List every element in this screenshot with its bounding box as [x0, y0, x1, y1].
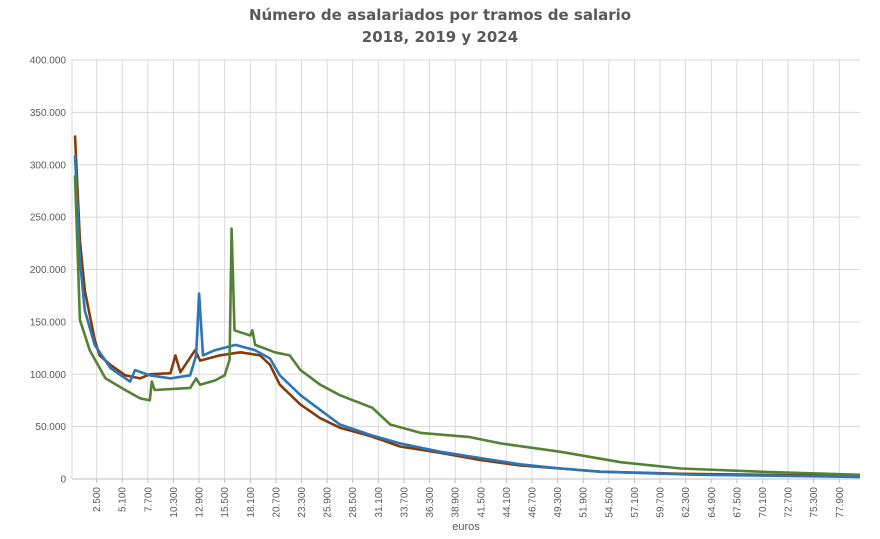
x-tick-label: 75.300: [809, 487, 820, 518]
y-tick-label: 0: [60, 475, 66, 486]
series-line-1: [73, 155, 861, 479]
x-tick-label: 7.700: [143, 487, 154, 512]
y-tick-label: 100.000: [30, 370, 67, 381]
chart-subtitle: 2018, 2019 y 2024: [362, 28, 518, 46]
x-tick-label: 54.500: [604, 487, 615, 518]
x-tick-label: 23.300: [297, 487, 308, 518]
x-tick-label: 10.300: [169, 487, 180, 518]
x-tick-label: 31.100: [374, 487, 385, 518]
x-tick-label: 28.500: [348, 487, 359, 518]
y-tick-label: 150.000: [30, 317, 67, 328]
x-tick-label: 5.100: [118, 487, 129, 512]
x-tick-label: 64.900: [707, 487, 718, 518]
y-tick-label: 250.000: [30, 213, 67, 224]
series-line-2: [73, 175, 861, 477]
x-tick-label: 70.100: [758, 487, 769, 518]
x-axis-label: euros: [452, 521, 480, 533]
x-tick-label: 46.700: [527, 487, 538, 518]
series-lines: [73, 135, 861, 479]
y-tick-label: 50.000: [35, 422, 66, 433]
x-tick-label: 25.900: [323, 487, 334, 518]
x-tick-label: 18.100: [246, 487, 257, 518]
x-tick-label: 72.700: [784, 487, 795, 518]
x-tick-label: 44.100: [502, 487, 513, 518]
y-tick-label: 200.000: [30, 265, 67, 276]
x-tick-label: 57.100: [630, 487, 641, 518]
y-axis: 0 50.000 100.000 150.000 200.000 250.000 300.0…: [30, 56, 67, 486]
x-tick-label: 67.500: [732, 487, 743, 518]
gridlines: [71, 59, 860, 483]
x-tick-label: 20.700: [271, 487, 282, 518]
x-tick-label: 36.300: [425, 487, 436, 518]
x-tick-label: 38.900: [451, 487, 462, 518]
x-tick-label: 62.300: [681, 487, 692, 518]
x-tick-label: 33.700: [399, 487, 410, 518]
y-tick-label: 400.000: [30, 56, 67, 67]
x-tick-label: 41.500: [476, 487, 487, 518]
chart-title: Número de asalariados por tramos de sala…: [249, 6, 631, 24]
x-tick-label: 15.500: [220, 487, 231, 518]
series-line-0: [73, 135, 861, 478]
x-tick-label: 77.900: [835, 487, 846, 518]
x-tick-label: 12.900: [195, 487, 206, 518]
y-tick-label: 350.000: [30, 108, 67, 119]
x-tick-label: 51.900: [579, 487, 590, 518]
x-axis: 2.500 5.100 7.700 10.300 12.900 15.500 18.100 2…: [92, 487, 846, 518]
x-tick-label: 49.300: [553, 487, 564, 518]
x-tick-label: 2.500: [92, 487, 103, 512]
y-tick-label: 300.000: [30, 160, 67, 171]
x-tick-label: 59.700: [656, 487, 667, 518]
